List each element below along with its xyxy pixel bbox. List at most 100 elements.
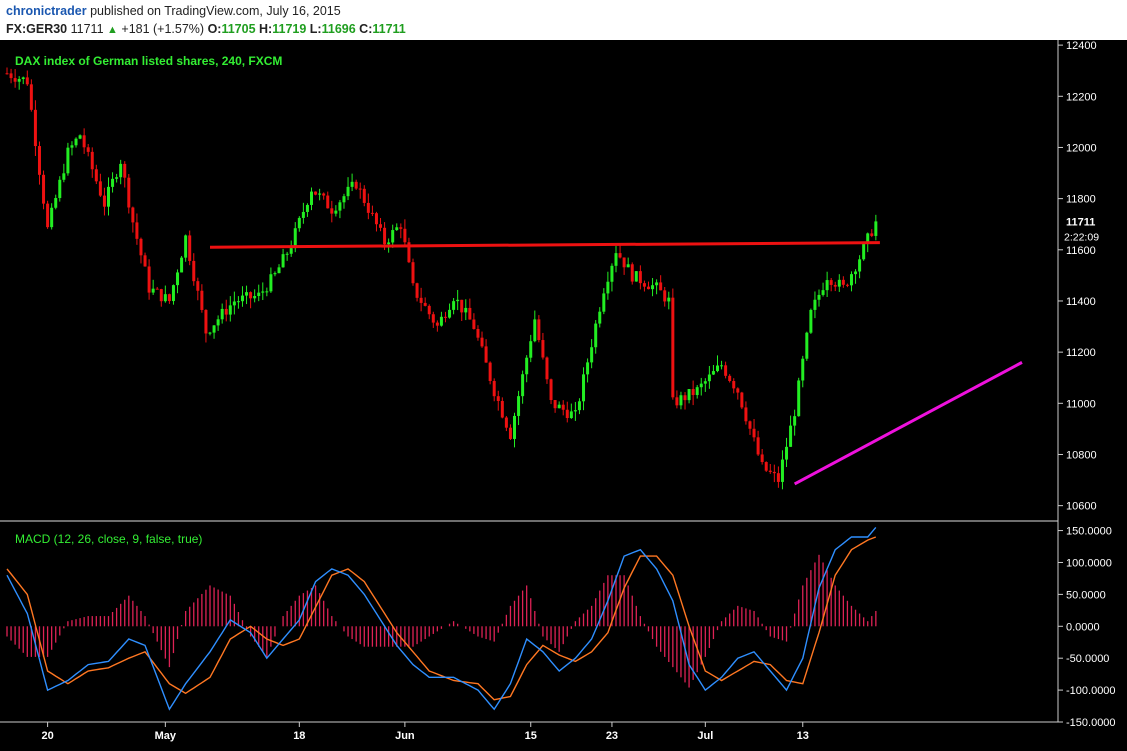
candle-body xyxy=(638,271,642,284)
candle-body xyxy=(216,319,220,326)
support-line[interactable] xyxy=(793,361,1023,486)
price-pane-title: DAX index of German listed shares, 240, … xyxy=(15,54,282,68)
candle-body xyxy=(695,387,699,396)
candle-body xyxy=(626,264,630,268)
candle-body xyxy=(354,181,358,189)
candle-body xyxy=(841,279,845,285)
candle-body xyxy=(582,374,586,402)
time-tick-label: Jun xyxy=(395,730,415,742)
macd-axis[interactable]: 150.0000 100.0000 50.0000 0.0000 -50.0000 -10… xyxy=(1058,526,1116,729)
candle-body xyxy=(257,292,261,297)
candle-body xyxy=(159,289,163,302)
candle-body xyxy=(107,186,110,207)
trend-lines[interactable] xyxy=(209,241,1023,486)
candle-body xyxy=(370,212,374,214)
candle-body xyxy=(228,305,232,315)
candle-body xyxy=(310,191,313,205)
ohlc-line: FX:GER30 11711 ▲ +181 (+1.57%) O:11705 H… xyxy=(6,22,406,36)
candle-body xyxy=(399,227,403,229)
candle-body xyxy=(200,290,204,310)
candle-body xyxy=(326,195,330,209)
candle-body xyxy=(25,77,29,85)
time-tick-label: 18 xyxy=(293,730,305,742)
open-label: O: xyxy=(207,22,222,36)
candle-body xyxy=(305,204,309,212)
candle-body xyxy=(427,305,431,315)
candle-body xyxy=(245,292,249,296)
candle-body xyxy=(285,253,289,255)
candle-body xyxy=(801,358,805,381)
candle-body xyxy=(529,341,533,358)
candle-body xyxy=(634,271,638,282)
candle-body xyxy=(586,362,590,375)
candle-body xyxy=(338,202,342,211)
candle-body xyxy=(533,319,537,342)
price-axis[interactable]: 10600 10800 11000 11200 11400 11600 11800 12000… xyxy=(1058,40,1103,513)
time-tick-label: Jul xyxy=(697,730,713,742)
candle-body xyxy=(167,294,171,302)
macd-line xyxy=(6,526,877,711)
candle-body xyxy=(379,224,383,228)
candle-body xyxy=(699,383,703,388)
open-value: 11705 xyxy=(221,22,256,36)
candle-body xyxy=(728,375,732,382)
chart-header: chronictrader published on TradingView.c… xyxy=(0,0,1127,40)
candle-body xyxy=(90,151,94,170)
candle-body xyxy=(366,202,370,213)
candle-body xyxy=(793,416,797,426)
candle-body xyxy=(874,221,878,236)
candle-body xyxy=(143,255,147,267)
candle-body xyxy=(854,271,858,275)
candle-body xyxy=(289,248,293,254)
candle-body xyxy=(415,283,419,298)
candle-body xyxy=(780,459,784,482)
candle-body xyxy=(630,264,634,282)
candle-body xyxy=(94,169,98,182)
candle-body xyxy=(776,473,780,482)
candle-body xyxy=(277,267,281,274)
author-link[interactable]: chronictrader xyxy=(6,4,87,18)
candle-body xyxy=(772,471,776,474)
candle-body xyxy=(224,308,228,315)
candle-body xyxy=(318,193,322,195)
candle-body xyxy=(42,174,46,204)
candle-body xyxy=(569,411,573,419)
candle-body xyxy=(720,365,724,367)
resistance-line[interactable] xyxy=(209,241,880,249)
candle-body xyxy=(17,79,21,82)
price-tick-label: 12200 xyxy=(1066,91,1097,103)
candle-body xyxy=(269,274,273,292)
candle-body xyxy=(127,177,131,208)
candle-body xyxy=(561,404,565,410)
candle-body xyxy=(618,253,622,258)
candle-body xyxy=(346,186,350,197)
candle-body xyxy=(817,294,821,300)
up-arrow-icon: ▲ xyxy=(107,24,118,36)
time-axis[interactable]: 20 May 18 Jun 15 23 Jul 13 xyxy=(41,722,809,742)
price-tick-label: 11400 xyxy=(1066,296,1096,308)
countdown-label: 2:22:09 xyxy=(1064,231,1099,243)
price-tick-label: 12400 xyxy=(1066,40,1097,52)
candle-body xyxy=(492,380,496,397)
time-tick-label: 23 xyxy=(606,730,618,742)
candle-body xyxy=(5,73,9,75)
signal-line xyxy=(6,536,877,701)
candle-body xyxy=(362,188,366,203)
candle-body xyxy=(614,253,618,266)
macd-tick-label: -100.0000 xyxy=(1066,685,1116,697)
candle-body xyxy=(748,421,752,429)
candle-body xyxy=(521,374,525,397)
time-tick-label: May xyxy=(155,730,177,742)
macd-lines xyxy=(6,526,877,711)
low-value: 11696 xyxy=(321,22,356,36)
candle-body xyxy=(659,282,663,291)
candle-body xyxy=(358,188,362,190)
candle-body xyxy=(411,262,415,284)
close-label: C: xyxy=(359,22,373,36)
candle-body xyxy=(541,340,545,358)
candle-body xyxy=(131,207,135,223)
candle-body xyxy=(768,470,772,472)
symbol-label[interactable]: FX:GER30 xyxy=(6,22,68,36)
candle-body xyxy=(46,203,50,228)
